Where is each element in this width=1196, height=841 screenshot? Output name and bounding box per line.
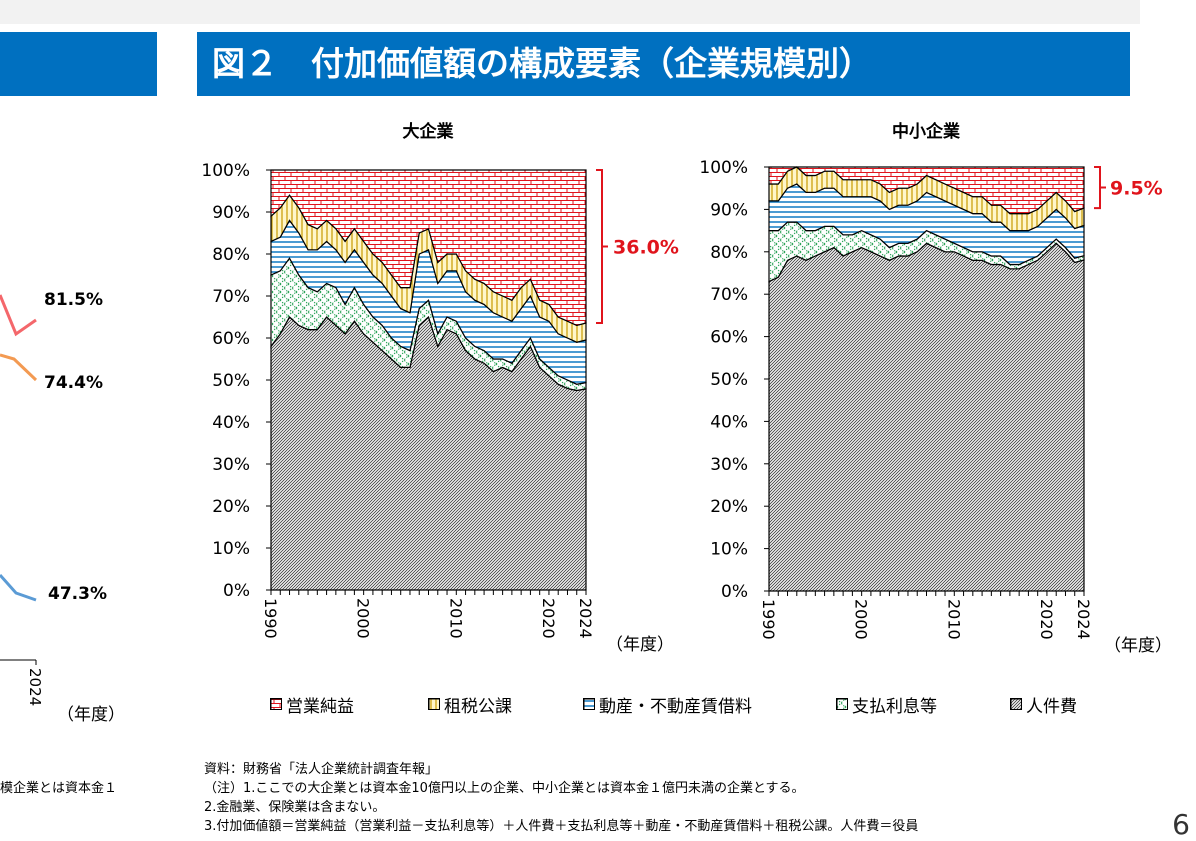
y-tick-label: 30% <box>710 455 748 475</box>
y-tick-label: 40% <box>212 413 250 433</box>
x-unit-label: （年度） <box>606 635 674 655</box>
y-tick-label: 30% <box>212 455 250 475</box>
note-1: （注）1.ここでの大企業とは資本金10億円以上の企業、中小企業とは資本金１億円未… <box>204 781 805 796</box>
x-tick-label: 2010 <box>944 599 963 640</box>
legend-label-rent: 動産・不動産賃借料 <box>599 696 752 717</box>
y-tick-label: 80% <box>710 243 748 263</box>
sme-chart: 中小企業 0% 10% 20% 30% 40% 50% 60% 70% 80% 90% 100% 199… <box>699 121 1172 656</box>
area-labor <box>768 242 1085 592</box>
chart-title: 中小企業 <box>892 121 960 142</box>
y-tick-label: 90% <box>710 200 748 220</box>
x-tick-label: 2000 <box>852 599 871 640</box>
legend-item-profit: 営業純益 <box>270 693 354 717</box>
y-tick-label: 60% <box>212 329 250 349</box>
profit-bracket <box>596 169 608 325</box>
y-tick-label: 0% <box>223 581 250 601</box>
left-label-47: 47.3% <box>48 584 107 604</box>
y-tick-label: 80% <box>212 245 250 265</box>
profit-annotation: 9.5% <box>1110 178 1163 200</box>
x-tick-label: 1990 <box>759 599 778 640</box>
legend-label-tax: 租税公課 <box>444 696 512 717</box>
x-tick-label: 2024 <box>1074 599 1093 640</box>
y-tick-label: 50% <box>212 371 250 391</box>
x-unit-label: （年度） <box>1104 636 1172 656</box>
left-section-header <box>0 32 157 96</box>
charts-svg: 大企業 0% 10% 20% 30% 40% 50% 60% 70% 80% 90% 100% 1990… <box>201 121 1172 656</box>
y-tick-label: 40% <box>710 412 748 432</box>
note-source: 資料：財務省「法人企業統計調査年報」 <box>204 762 439 777</box>
legend-swatch-interest <box>836 698 848 710</box>
x-tick-label: 2020 <box>1037 599 1056 640</box>
x-tick-label: 2024 <box>576 598 595 639</box>
top-strip <box>0 0 1140 24</box>
legend-item-labor: 人件費 <box>1010 693 1077 717</box>
y-tick-label: 90% <box>212 203 250 223</box>
left-series-line-1 <box>0 294 37 337</box>
y-tick-label: 10% <box>212 539 250 559</box>
left-x-tick: 2024 <box>26 668 44 707</box>
legend-item-interest: 支払利息等 <box>836 693 937 717</box>
page-title: 図２ 付加価値額の構成要素（企業規模別） <box>212 44 872 83</box>
left-label-74: 74.4% <box>44 373 103 393</box>
y-tick-label: 70% <box>710 285 748 305</box>
legend-label-interest: 支払利息等 <box>852 696 937 717</box>
x-tick-label: 1990 <box>261 598 280 639</box>
y-tick-label: 100% <box>699 158 748 178</box>
legend-item-tax: 租税公課 <box>428 693 512 717</box>
left-series-line-2 <box>0 353 38 382</box>
left-note-fragment: 模企業とは資本金１ <box>0 781 118 796</box>
y-tick-label: 50% <box>710 370 748 390</box>
profit-annotation: 36.0% <box>613 237 679 259</box>
y-tick-label: 0% <box>721 582 748 602</box>
title-banner <box>197 32 1130 96</box>
x-tick-label: 2010 <box>446 598 465 639</box>
note-2: 2.金融業、保険業は含まない。 <box>204 800 386 815</box>
left-partial-chart <box>0 294 38 665</box>
large-company-chart: 大企業 0% 10% 20% 30% 40% 50% 60% 70% 80% 90% 100% 1990… <box>201 121 679 655</box>
left-x-unit: （年度） <box>57 705 125 725</box>
y-tick-label: 20% <box>710 497 748 517</box>
page-number: 6 <box>1172 808 1190 841</box>
legend: 営業純益 租税公課 動産・不動産賃借料 支払利息等 人件費 <box>270 693 1120 717</box>
note-3: 3.付加価値額＝営業純益（営業利益－支払利息等）＋人件費＋支払利息等＋動産・不動… <box>204 819 919 834</box>
legend-swatch-rent <box>583 698 595 710</box>
legend-label-profit: 営業純益 <box>286 696 354 717</box>
legend-item-rent: 動産・不動産賃借料 <box>583 693 752 717</box>
x-tick-label: 2020 <box>539 598 558 639</box>
y-tick-label: 100% <box>201 161 250 181</box>
profit-bracket <box>1094 166 1106 210</box>
y-tick-label: 20% <box>212 497 250 517</box>
legend-swatch-profit <box>270 698 282 710</box>
area-profit <box>768 166 1085 215</box>
y-tick-label: 60% <box>710 328 748 348</box>
left-series-line-3 <box>0 574 37 602</box>
legend-swatch-labor <box>1010 698 1022 710</box>
area-profit <box>270 169 587 327</box>
legend-label-labor: 人件費 <box>1026 696 1077 717</box>
x-tick-label: 2000 <box>354 598 373 639</box>
y-tick-label: 10% <box>710 540 748 560</box>
y-tick-label: 70% <box>212 287 250 307</box>
left-label-81: 81.5% <box>44 290 103 310</box>
chart-title: 大企業 <box>403 121 454 142</box>
legend-swatch-tax <box>428 698 440 710</box>
